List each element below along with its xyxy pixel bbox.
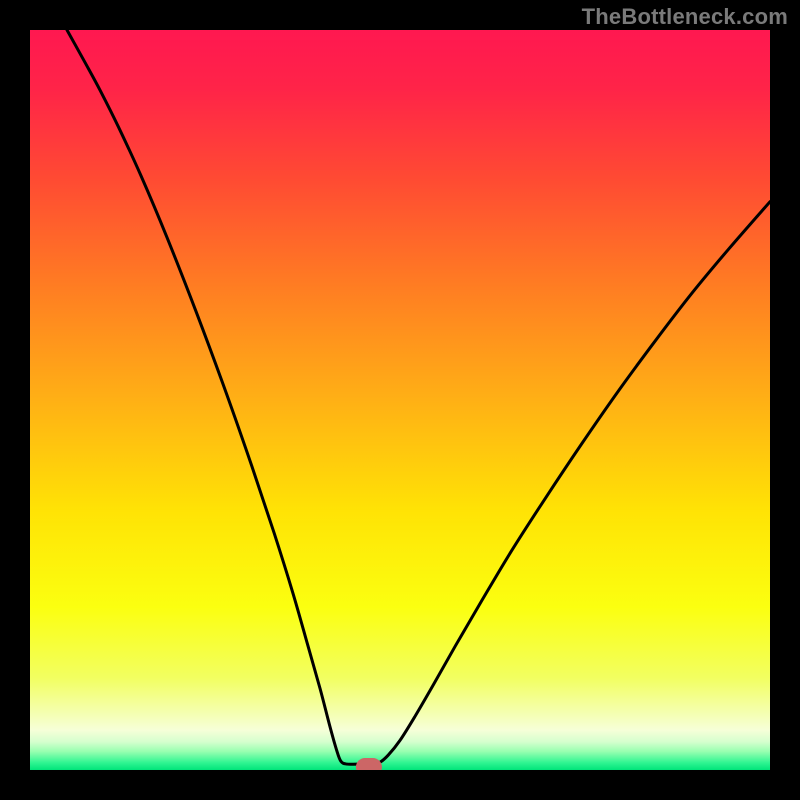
watermark-text: TheBottleneck.com bbox=[582, 4, 788, 30]
chart-frame: TheBottleneck.com bbox=[0, 0, 800, 800]
plot-background bbox=[30, 30, 770, 770]
bottleneck-curve-chart bbox=[0, 0, 800, 800]
